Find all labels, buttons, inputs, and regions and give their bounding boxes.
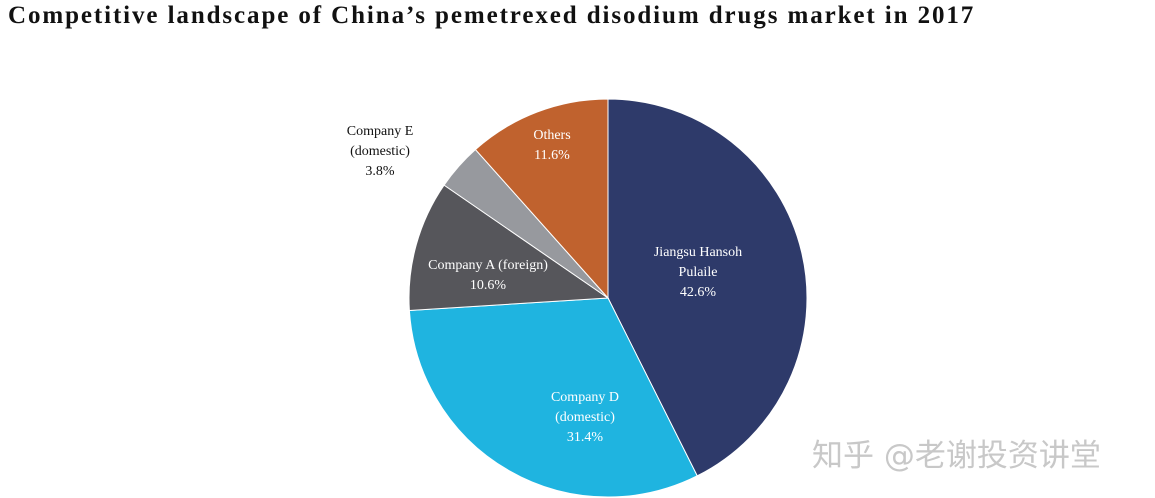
value-label: 31.4% [566, 430, 604, 445]
chart-title: Competitive landscape of China’s pemetre… [8, 2, 976, 29]
slice-label: Others 11.6% [512, 126, 592, 166]
category-label: Jiangsu Hansoh Pulaile [653, 245, 743, 280]
category-label: Company D (domestic) [550, 390, 620, 425]
pie-slice [408, 297, 698, 498]
pie-slice [408, 184, 610, 312]
slice-label: Company E (domestic) 3.8% [330, 122, 430, 182]
slice-label: Company A (foreign) 10.6% [408, 256, 568, 296]
pie-slice [474, 98, 609, 300]
pie-slice [607, 98, 808, 477]
slice-label: Jiangsu Hansoh Pulaile 42.6% [638, 243, 758, 303]
category-label: Company E (domestic) [346, 124, 414, 159]
value-label: 10.6% [469, 278, 507, 293]
value-label: 42.6% [679, 285, 717, 300]
value-label: 3.8% [365, 164, 395, 179]
watermark: 知乎 @老谢投资讲堂 [812, 438, 1101, 474]
slice-label: Company D (domestic) 31.4% [535, 388, 635, 448]
category-label: Others [533, 128, 571, 143]
value-label: 11.6% [534, 148, 570, 163]
category-label: Company A (foreign) [428, 258, 548, 273]
